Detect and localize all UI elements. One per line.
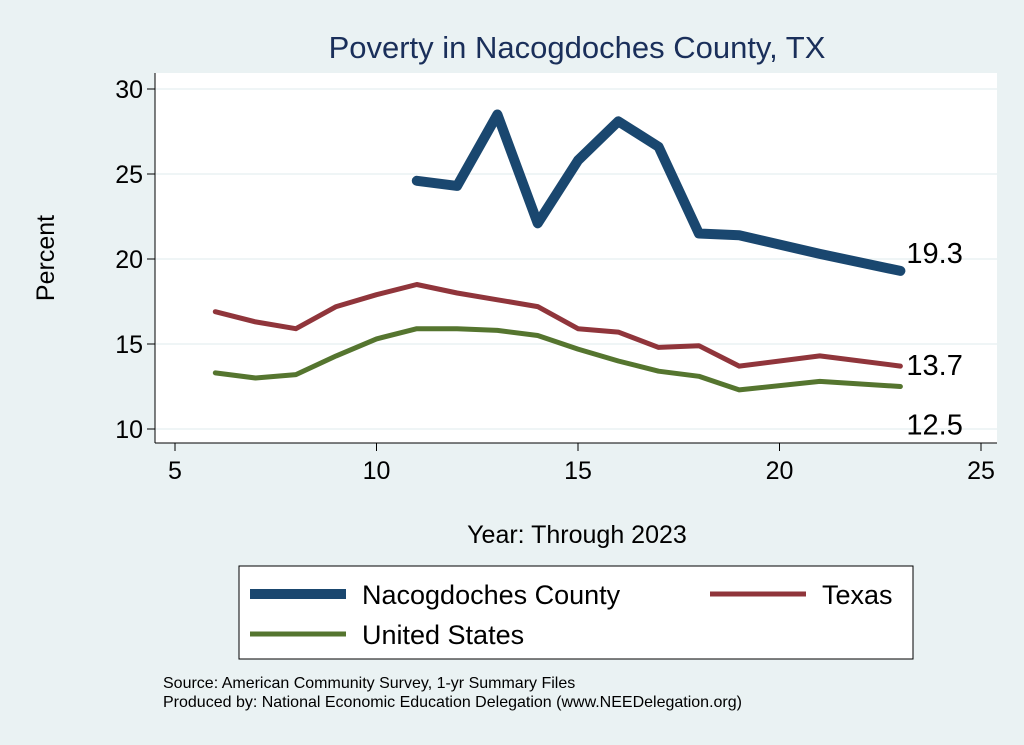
legend-label: United States [362,620,524,650]
legend-label: Nacogdoches County [362,580,621,610]
legend-label: Texas [822,580,893,610]
series-line-texas [212,282,903,369]
end-label: 19.3 [906,238,962,270]
x-tick-label: 25 [967,457,995,485]
y-axis-label: Percent [32,215,60,301]
x-tick-label: 20 [766,457,794,485]
legend [238,565,914,660]
end-label: 12.5 [906,410,962,442]
y-tick-label: 15 [115,331,143,359]
plot-area [155,73,997,443]
y-tick-label: 25 [115,161,143,189]
y-tick-label: 30 [115,76,143,104]
x-tick-label: 5 [168,457,182,485]
source-note: Source: American Community Survey, 1-yr … [163,675,575,692]
y-tick-label: 10 [115,416,143,444]
x-axis-label: Year: Through 2023 [467,521,687,549]
chart-title: Poverty in Nacogdoches County, TX [329,30,826,65]
produced-note: Produced by: National Economic Education… [163,694,742,711]
series-line-united-states [212,326,903,393]
x-tick-label: 15 [564,457,592,485]
end-label: 13.7 [906,350,962,382]
x-tick-label: 10 [363,457,391,485]
y-tick-label: 20 [115,246,143,274]
